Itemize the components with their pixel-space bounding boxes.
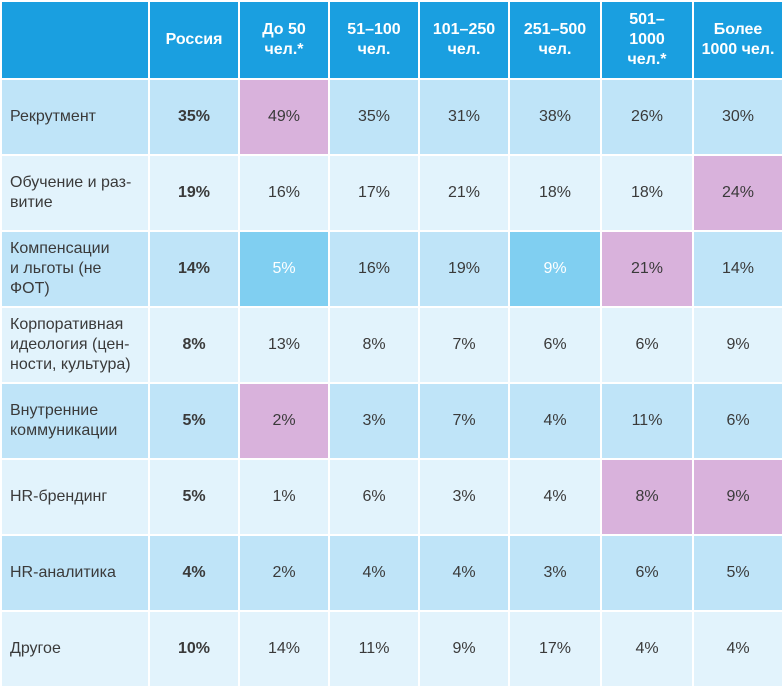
table-row: Компенсации и льготы (не ФОТ) 14% 5% 16% 19%… (0, 230, 782, 308)
value-cell: 11% (328, 610, 420, 688)
value-cell: 9% (692, 306, 782, 384)
row-label: HR-аналитика (0, 534, 150, 612)
value-cell: 5% (148, 382, 240, 460)
row-label: Компенсации и льготы (не ФОТ) (0, 230, 150, 308)
value-cell: 3% (508, 534, 602, 612)
value-cell: 13% (238, 306, 330, 384)
value-cell: 5% (692, 534, 782, 612)
value-cell: 17% (508, 610, 602, 688)
value-cell: 19% (418, 230, 510, 308)
value-cell: 14% (238, 610, 330, 688)
value-cell: 31% (418, 78, 510, 156)
value-cell: 14% (148, 230, 240, 308)
value-cell: 26% (600, 78, 694, 156)
value-cell: 10% (148, 610, 240, 688)
value-cell: 38% (508, 78, 602, 156)
table-row: Корпоративная идеология (цен- ности, кул… (0, 306, 782, 384)
header-cell: 101–250 чел. (418, 0, 510, 80)
row-label: Внутренние коммуникации (0, 382, 150, 460)
value-cell: 4% (600, 610, 694, 688)
row-label: Рекрутмент (0, 78, 150, 156)
value-cell: 24% (692, 154, 782, 232)
value-cell: 1% (238, 458, 330, 536)
value-cell: 6% (600, 534, 694, 612)
value-cell: 4% (418, 534, 510, 612)
value-cell: 5% (148, 458, 240, 536)
value-cell: 6% (328, 458, 420, 536)
value-cell: 17% (328, 154, 420, 232)
header-cell: 251–500 чел. (508, 0, 602, 80)
value-cell: 9% (418, 610, 510, 688)
header-cell: Россия (148, 0, 240, 80)
value-cell: 6% (692, 382, 782, 460)
value-cell: 16% (238, 154, 330, 232)
table-row: Обучение и раз- витие 19% 16% 17% 21% 18% 18% 2… (0, 154, 782, 232)
row-label: Обучение и раз- витие (0, 154, 150, 232)
header-row: Россия До 50 чел.* 51–100 чел. 101–250 чел.… (0, 0, 782, 80)
table-row: Внутренние коммуникации 5% 2% 3% 7% 4% 11% 6% (0, 382, 782, 460)
value-cell: 3% (418, 458, 510, 536)
row-label: HR-брендинг (0, 458, 150, 536)
table-row: Рекрутмент 35% 49% 35% 31% 38% 26% 30% (0, 78, 782, 156)
value-cell: 5% (238, 230, 330, 308)
value-cell: 2% (238, 382, 330, 460)
header-cell: 51–100 чел. (328, 0, 420, 80)
header-cell: До 50 чел.* (238, 0, 330, 80)
row-label: Корпоративная идеология (цен- ности, кул… (0, 306, 150, 384)
value-cell: 3% (328, 382, 420, 460)
value-cell: 18% (508, 154, 602, 232)
value-cell: 11% (600, 382, 694, 460)
value-cell: 8% (148, 306, 240, 384)
value-cell: 7% (418, 382, 510, 460)
value-cell: 6% (600, 306, 694, 384)
value-cell: 8% (328, 306, 420, 384)
value-cell: 2% (238, 534, 330, 612)
value-cell: 9% (692, 458, 782, 536)
value-cell: 21% (418, 154, 510, 232)
table-row: Другое 10% 14% 11% 9% 17% 4% 4% (0, 610, 782, 688)
value-cell: 19% (148, 154, 240, 232)
value-cell: 21% (600, 230, 694, 308)
value-cell: 8% (600, 458, 694, 536)
value-cell: 9% (508, 230, 602, 308)
value-cell: 30% (692, 78, 782, 156)
value-cell: 4% (692, 610, 782, 688)
header-cell (0, 0, 150, 80)
header-cell: 501– 1000 чел.* (600, 0, 694, 80)
value-cell: 18% (600, 154, 694, 232)
value-cell: 4% (508, 382, 602, 460)
value-cell: 35% (328, 78, 420, 156)
table-row: HR-брендинг 5% 1% 6% 3% 4% 8% 9% (0, 458, 782, 536)
value-cell: 14% (692, 230, 782, 308)
value-cell: 7% (418, 306, 510, 384)
header-cell: Более 1000 чел. (692, 0, 782, 80)
row-label: Другое (0, 610, 150, 688)
value-cell: 4% (508, 458, 602, 536)
value-cell: 49% (238, 78, 330, 156)
value-cell: 35% (148, 78, 240, 156)
table-row: HR-аналитика 4% 2% 4% 4% 3% 6% 5% (0, 534, 782, 612)
value-cell: 4% (148, 534, 240, 612)
value-cell: 4% (328, 534, 420, 612)
value-cell: 16% (328, 230, 420, 308)
value-cell: 6% (508, 306, 602, 384)
